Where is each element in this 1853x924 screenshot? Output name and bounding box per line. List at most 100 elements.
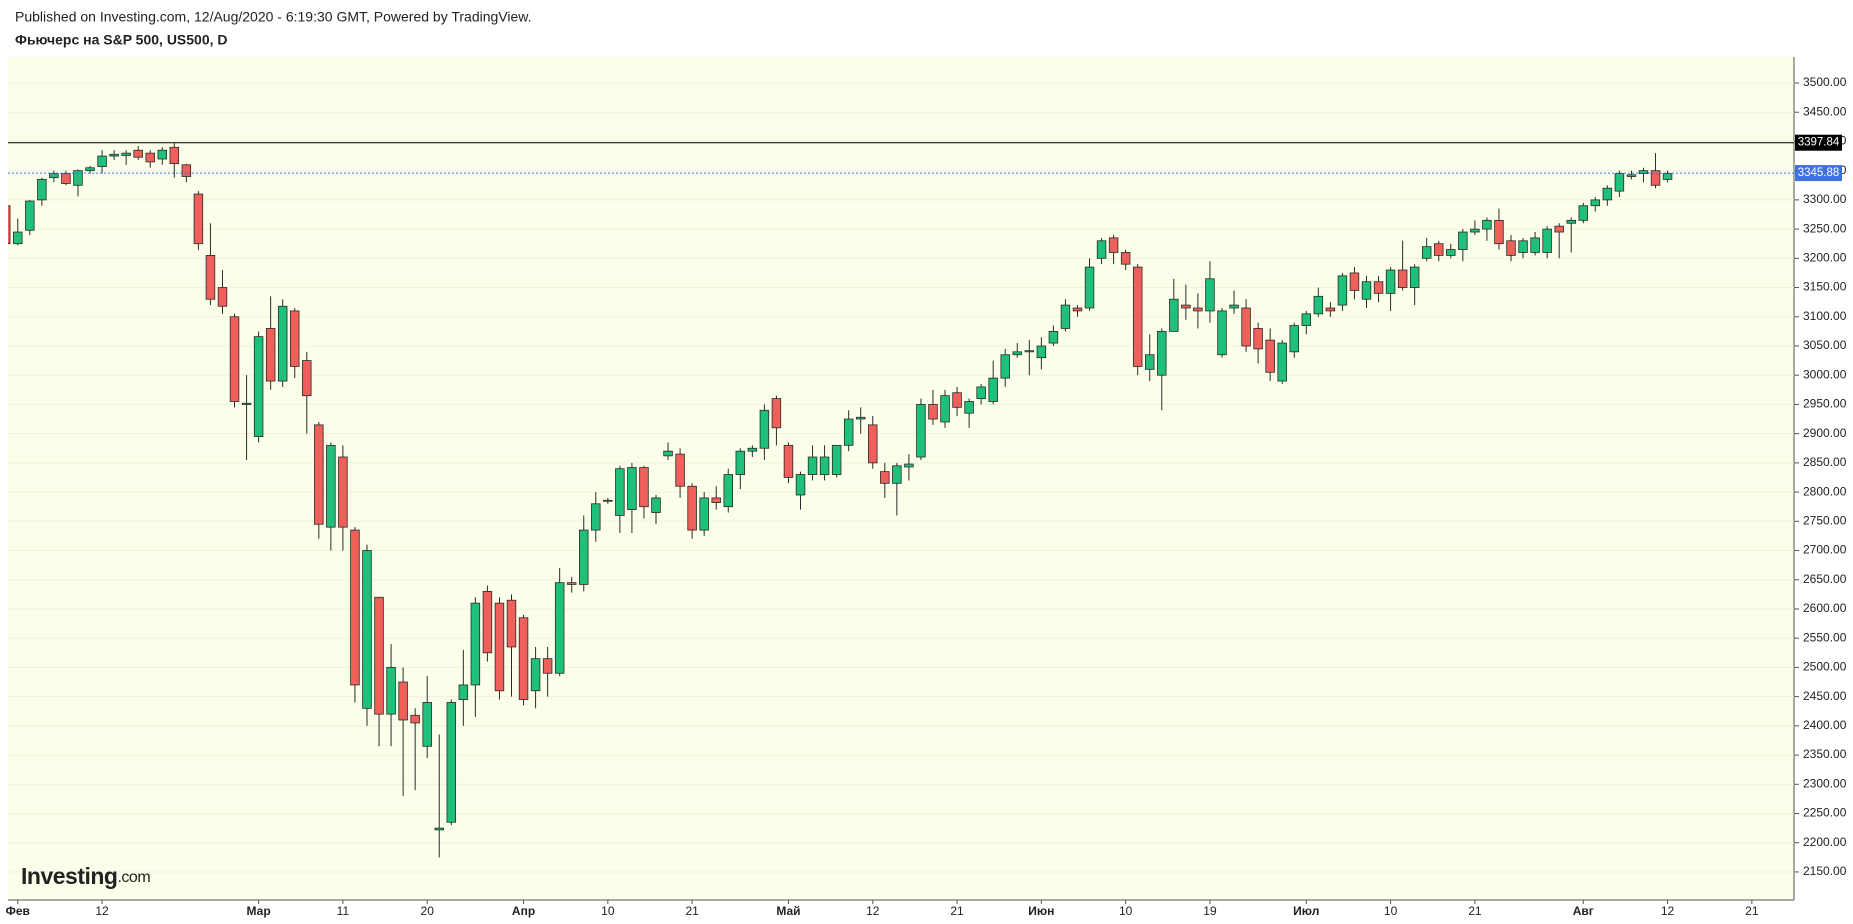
x-tick-label: 12 [866, 904, 880, 918]
candle-body [482, 591, 493, 654]
candle-body [338, 456, 348, 528]
candle-body [651, 497, 661, 513]
candle-body [1024, 350, 1035, 353]
candle-body [410, 714, 420, 724]
candle-body [1036, 345, 1047, 359]
candle-body [506, 599, 517, 648]
candle-body [1145, 354, 1155, 370]
y-tick-label: 2150.00 [1803, 864, 1847, 878]
x-tick-label: Июл [1293, 904, 1319, 918]
candle-body [916, 404, 926, 458]
candle-body [699, 497, 709, 531]
candle-body [217, 287, 228, 307]
candle-body [542, 658, 553, 674]
x-tick-label: Мар [247, 904, 271, 918]
x-tick-label: 21 [685, 904, 699, 918]
candle-body [1530, 237, 1540, 253]
candle-body [1361, 281, 1372, 300]
y-tick-label: 2450.00 [1803, 689, 1847, 703]
candle-body [145, 152, 155, 163]
candle-body [603, 499, 613, 502]
candle-body [1253, 328, 1263, 350]
candle-body [976, 386, 986, 399]
symbol-title: Фьючерс на S&P 500, US500, D [15, 32, 228, 48]
candle-body [880, 471, 890, 484]
candle-body [1265, 339, 1275, 373]
candle-body [350, 529, 360, 686]
candle-body [723, 474, 733, 508]
candle-body [434, 827, 444, 831]
y-tick-label: 2750.00 [1803, 513, 1847, 527]
candle-body [868, 424, 878, 464]
candle-body [1241, 307, 1251, 347]
y-tick-label: 3300.00 [1803, 192, 1847, 206]
candle-body [952, 392, 962, 408]
candle-body [25, 200, 35, 231]
candle-body [1169, 298, 1179, 332]
candle-body [663, 450, 673, 457]
candle-body [37, 179, 47, 201]
candle-body [1650, 170, 1661, 186]
candle-body [1325, 307, 1336, 312]
candle-body [241, 402, 252, 405]
candle-body [639, 467, 649, 508]
candle-body [1602, 187, 1613, 201]
candle-body [771, 398, 782, 429]
candle-body [1458, 231, 1468, 250]
candle-body [1626, 174, 1637, 177]
candle-body [1096, 240, 1107, 259]
candle-body [566, 582, 577, 585]
price-label: 3397.84 [1798, 137, 1840, 149]
logo-brand-text: Investing [21, 863, 117, 889]
price-label-box [1795, 134, 1842, 151]
candle-body [1048, 330, 1059, 344]
candle-body [157, 149, 168, 160]
x-tick-label: 10 [1119, 904, 1133, 918]
candle-body [1301, 313, 1312, 326]
x-tick-label: 12 [1661, 904, 1675, 918]
y-tick-label: 3450.00 [1803, 104, 1847, 118]
y-tick-label: 3000.00 [1803, 367, 1847, 381]
candle-body [988, 377, 998, 402]
candle-body [1349, 272, 1360, 291]
candle-body [1590, 199, 1601, 207]
y-tick-label: 2800.00 [1803, 484, 1847, 498]
x-tick-label: Апр [512, 904, 535, 918]
y-tick-label: 2850.00 [1803, 455, 1847, 469]
candle-body [1482, 219, 1492, 230]
candle-body [1662, 173, 1673, 180]
plot-area [8, 82, 1794, 873]
candle-body [422, 702, 432, 747]
x-tick-label: Май [776, 904, 800, 918]
candle-body [675, 453, 685, 487]
y-tick-label: 2500.00 [1803, 660, 1847, 674]
candle-body [1494, 219, 1504, 245]
candle-body [1470, 228, 1480, 233]
y-tick-label: 3200.00 [1803, 250, 1847, 264]
candle-body [181, 164, 192, 177]
candle-body [326, 444, 336, 528]
candle-body [362, 550, 372, 709]
x-tick-label: Авг [1573, 904, 1594, 918]
y-tick-label: 3250.00 [1803, 221, 1847, 235]
candle-body [1409, 266, 1420, 288]
candle-body [169, 146, 180, 165]
y-tick-label: 2700.00 [1803, 543, 1847, 557]
candle-body [530, 658, 541, 692]
candle-body [109, 153, 119, 157]
candle-body [783, 444, 794, 478]
candle-body [193, 193, 204, 245]
candle-body [1205, 278, 1215, 312]
candle-body [1181, 304, 1191, 309]
x-tick-label: 10 [601, 904, 615, 918]
candle-body [1313, 295, 1324, 315]
candle-body [1108, 237, 1119, 253]
candle-body [1217, 310, 1227, 356]
candle-body [759, 409, 770, 449]
candle-body [73, 170, 83, 186]
x-tick-label: 10 [1384, 904, 1398, 918]
candle-body [892, 465, 902, 484]
candle-body [1000, 354, 1010, 379]
candle-body [518, 617, 529, 700]
